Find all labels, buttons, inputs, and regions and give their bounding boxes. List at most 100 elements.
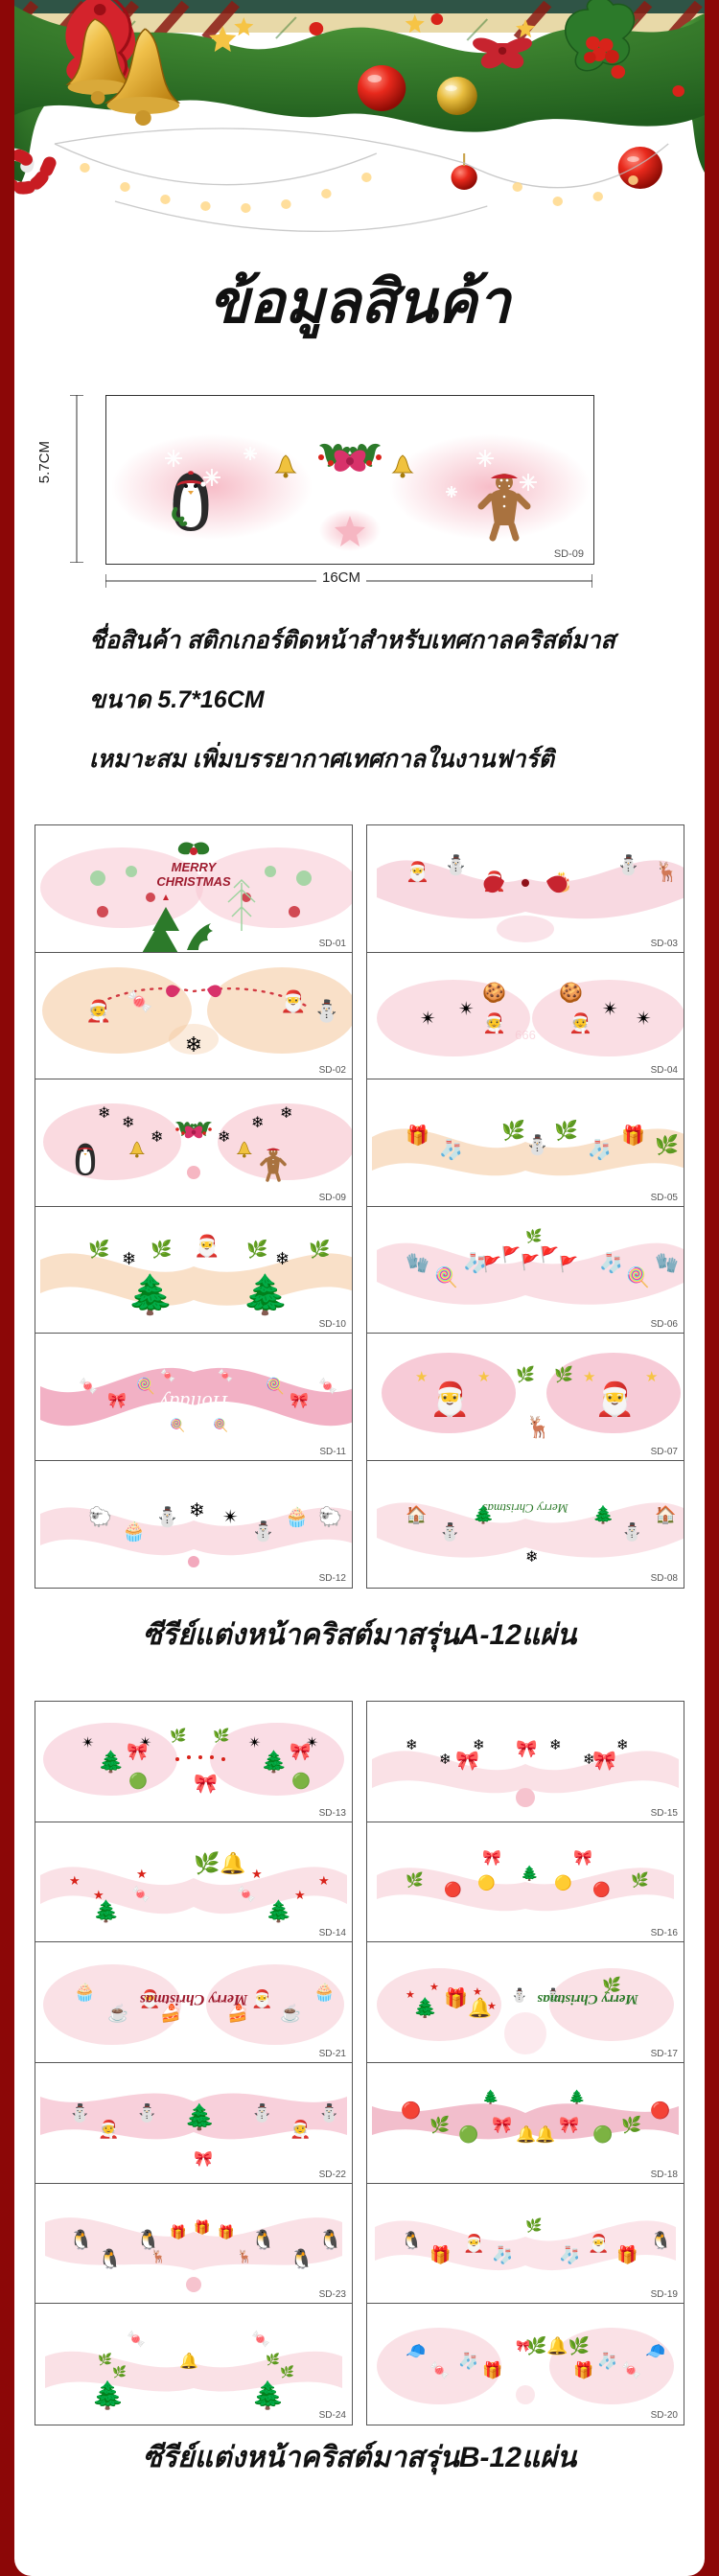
svg-text:★: ★ bbox=[429, 1982, 439, 1993]
svg-text:🍬: 🍬 bbox=[237, 1885, 256, 1903]
svg-text:🐧: 🐧 bbox=[251, 2228, 275, 2251]
svg-text:🌲: 🌲 bbox=[261, 1750, 287, 1774]
svg-text:🎀: 🎀 bbox=[194, 2150, 213, 2168]
svg-text:🌿: 🌿 bbox=[170, 1728, 186, 1744]
svg-text:🧑‍🎄: 🧑‍🎄 bbox=[290, 2119, 311, 2139]
svg-text:🧦: 🧦 bbox=[597, 2351, 617, 2371]
svg-text:🔴: 🔴 bbox=[444, 1881, 462, 1898]
svg-text:🍬: 🍬 bbox=[429, 2360, 450, 2379]
svg-text:🎀: 🎀 bbox=[559, 2116, 579, 2134]
svg-text:❄: ❄ bbox=[275, 1249, 290, 1268]
svg-text:🎁: 🎁 bbox=[482, 2360, 502, 2379]
svg-text:✴: ✴ bbox=[81, 1735, 94, 1752]
svg-text:⛄: ⛄ bbox=[136, 2102, 157, 2123]
svg-text:🧦: 🧦 bbox=[559, 2244, 580, 2265]
svg-text:🌿: 🌿 bbox=[501, 1119, 525, 1142]
svg-text:🧦: 🧦 bbox=[458, 2351, 478, 2371]
svg-text:Holiday: Holiday bbox=[159, 1391, 228, 1415]
svg-text:🍬: 🍬 bbox=[127, 989, 152, 1013]
svg-text:🔴: 🔴 bbox=[592, 1881, 611, 1898]
svg-text:🧑‍🎄: 🧑‍🎄 bbox=[568, 1011, 592, 1034]
svg-text:❄: ❄ bbox=[122, 1249, 136, 1268]
svg-text:🎀: 🎀 bbox=[516, 1739, 537, 1758]
svg-text:🐧: 🐧 bbox=[98, 2247, 122, 2270]
svg-text:🟡: 🟡 bbox=[477, 1874, 496, 1891]
svg-text:666: 666 bbox=[515, 1028, 536, 1042]
svg-text:★: ★ bbox=[136, 1867, 148, 1881]
svg-text:🎁: 🎁 bbox=[429, 2244, 451, 2264]
svg-text:⛄: ⛄ bbox=[251, 1520, 275, 1543]
svg-text:🌿: 🌿 bbox=[516, 1365, 535, 1383]
svg-text:🟢: 🟢 bbox=[128, 1772, 148, 1790]
svg-text:🌲: 🌲 bbox=[127, 1272, 174, 1316]
svg-text:🍬: 🍬 bbox=[79, 1377, 98, 1395]
svg-text:🍬: 🍬 bbox=[318, 1377, 337, 1395]
svg-text:❄: ❄ bbox=[616, 1737, 629, 1753]
svg-text:🌿🔔🌿: 🌿🔔🌿 bbox=[525, 2335, 590, 2356]
svg-text:🎀: 🎀 bbox=[592, 1751, 616, 1772]
svg-text:⛄: ⛄ bbox=[525, 1133, 549, 1156]
svg-text:⛄: ⛄ bbox=[621, 1521, 642, 1543]
svg-text:🐧: 🐧 bbox=[650, 2230, 671, 2250]
svg-text:🍭: 🍭 bbox=[266, 1376, 285, 1395]
svg-text:Merry Christmas: Merry Christmas bbox=[482, 1501, 568, 1516]
svg-text:🎁: 🎁 bbox=[218, 2224, 234, 2240]
svg-text:★: ★ bbox=[318, 1873, 330, 1888]
svg-text:🍬: 🍬 bbox=[218, 1368, 233, 1382]
svg-text:🍭: 🍭 bbox=[626, 1265, 650, 1288]
svg-text:🎁: 🎁 bbox=[616, 2244, 638, 2264]
svg-text:SD-09: SD-09 bbox=[554, 548, 584, 560]
svg-text:CHRISTMAS: CHRISTMAS bbox=[156, 874, 231, 889]
svg-text:🐑: 🐑 bbox=[88, 1505, 112, 1528]
svg-text:🏠: 🏠 bbox=[406, 1505, 427, 1524]
svg-text:☕: ☕ bbox=[280, 2003, 301, 2023]
svg-text:✴: ✴ bbox=[420, 1009, 436, 1030]
svg-text:🧦: 🧦 bbox=[439, 1138, 463, 1161]
svg-text:❄: ❄ bbox=[549, 1737, 562, 1753]
svg-text:🌲: 🌲 bbox=[592, 1504, 614, 1524]
svg-text:🌿: 🌿 bbox=[280, 2365, 294, 2379]
svg-text:🧁: 🧁 bbox=[285, 1505, 309, 1528]
svg-text:🌿: 🌿 bbox=[554, 1365, 573, 1383]
svg-text:🔔: 🔔 bbox=[535, 2125, 555, 2144]
svg-text:🍭: 🍭 bbox=[170, 1417, 185, 1432]
svg-text:❄: ❄ bbox=[218, 1129, 230, 1146]
svg-text:⛄: ⛄ bbox=[444, 853, 468, 876]
svg-text:🚩: 🚩 bbox=[540, 1245, 559, 1264]
svg-text:❄: ❄ bbox=[251, 1115, 264, 1131]
svg-text:🐧: 🐧 bbox=[401, 2230, 422, 2250]
svg-text:🍬: 🍬 bbox=[160, 1368, 175, 1382]
svg-text:🎅: 🎅 bbox=[406, 860, 429, 883]
svg-text:🧑‍🎄: 🧑‍🎄 bbox=[85, 999, 111, 1023]
svg-text:⛄: ⛄ bbox=[69, 2102, 90, 2123]
svg-text:★: ★ bbox=[69, 1873, 81, 1888]
svg-text:🐧: 🐧 bbox=[69, 2228, 93, 2251]
svg-text:🌿: 🌿 bbox=[246, 1239, 267, 1259]
svg-text:🌿: 🌿 bbox=[112, 2365, 127, 2379]
svg-text:❄: ❄ bbox=[406, 1737, 418, 1753]
svg-text:🌲: 🌲 bbox=[521, 1865, 539, 1882]
svg-text:🧤: 🧤 bbox=[406, 1253, 429, 1274]
svg-text:❄: ❄ bbox=[189, 1500, 205, 1521]
svg-text:🌿: 🌿 bbox=[98, 2353, 112, 2366]
svg-text:🔴: 🔴 bbox=[401, 2100, 421, 2120]
svg-text:🌿: 🌿 bbox=[525, 2217, 542, 2234]
svg-text:🧦: 🧦 bbox=[599, 1251, 623, 1274]
svg-text:🎁: 🎁 bbox=[194, 2219, 210, 2236]
svg-text:❄: ❄ bbox=[280, 1105, 292, 1122]
svg-text:🚩: 🚩 bbox=[521, 1253, 540, 1271]
svg-text:🍭: 🍭 bbox=[213, 1417, 228, 1432]
svg-text:🎀: 🎀 bbox=[107, 1392, 127, 1409]
svg-text:⛄: ⛄ bbox=[439, 1521, 460, 1543]
svg-text:⛄: ⛄ bbox=[251, 2102, 272, 2123]
svg-text:🎀: 🎀 bbox=[492, 2116, 512, 2134]
svg-text:🌿: 🌿 bbox=[631, 1871, 649, 1889]
svg-text:🧢: 🧢 bbox=[645, 2342, 665, 2360]
svg-text:🎅: 🎅 bbox=[588, 2233, 609, 2253]
svg-text:🎀: 🎀 bbox=[290, 1742, 311, 1761]
svg-text:🌿: 🌿 bbox=[406, 1871, 424, 1889]
svg-text:🌿: 🌿 bbox=[309, 1239, 330, 1259]
svg-text:🌲: 🌲 bbox=[251, 2379, 285, 2411]
svg-text:🌿: 🌿 bbox=[525, 1228, 542, 1244]
svg-text:❄: ❄ bbox=[439, 1752, 452, 1768]
